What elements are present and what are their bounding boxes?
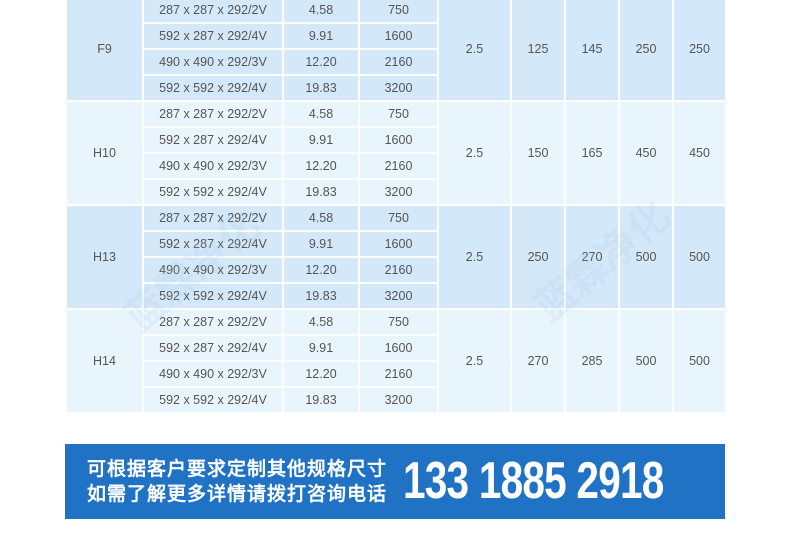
value-cell: 2.5 [437, 308, 512, 414]
value-cell: 125 [510, 0, 566, 102]
value-cell: 2.5 [437, 0, 512, 102]
value-cell: 500 [672, 308, 727, 414]
area-cell: 12.20 [282, 152, 360, 180]
spec-table: F9 287 x 287 x 292/2V 4.58 750 2.5 125 145 250 2… [65, 0, 727, 414]
area-cell: 9.91 [282, 230, 360, 258]
value-cell: 450 [672, 100, 727, 206]
size-cell: 490 x 490 x 292/3V [142, 360, 284, 388]
area-cell: 4.58 [282, 100, 360, 128]
size-cell: 592 x 592 x 292/4V [142, 282, 284, 310]
area-cell: 19.83 [282, 178, 360, 206]
table-row: 592 x 287 x 292/4V 9.91 1600 [66, 126, 726, 154]
flow-cell: 750 [358, 204, 439, 232]
value-cell: 500 [618, 308, 674, 414]
area-cell: 12.20 [282, 360, 360, 388]
table-row: 592 x 592 x 292/4V 19.83 3200 [66, 282, 726, 310]
flow-cell: 2160 [358, 152, 439, 180]
size-cell: 287 x 287 x 292/2V [142, 100, 284, 128]
table-row: 592 x 592 x 292/4V 19.83 3200 [66, 386, 726, 414]
size-cell: 490 x 490 x 292/3V [142, 152, 284, 180]
table-row: 592 x 287 x 292/4V 9.91 1600 [66, 334, 726, 362]
size-cell: 490 x 490 x 292/3V [142, 48, 284, 76]
grade-cell: H14 [65, 308, 144, 414]
area-cell: 9.91 [282, 126, 360, 154]
table-row: 592 x 592 x 292/4V 19.83 3200 [66, 178, 726, 206]
size-cell: 287 x 287 x 292/2V [142, 204, 284, 232]
table-row: H13 287 x 287 x 292/2V 4.58 750 2.5 250 270 500… [65, 204, 727, 310]
flow-cell: 3200 [358, 178, 439, 206]
table-row: 490 x 490 x 292/3V 12.20 2160 [66, 256, 726, 284]
size-cell: 287 x 287 x 292/2V [142, 0, 284, 24]
value-cell: 250 [510, 204, 566, 310]
area-cell: 19.83 [282, 386, 360, 414]
area-cell: 19.83 [282, 74, 360, 102]
area-cell: 4.58 [282, 308, 360, 336]
table-row: H14 287 x 287 x 292/2V 4.58 750 2.5 270 285 500… [65, 308, 727, 414]
table-row: 490 x 490 x 292/3V 12.20 2160 [66, 360, 726, 388]
contact-banner: 可根据客户要求定制其他规格尺寸 如需了解更多详情请拨打咨询电话 133 1885… [65, 444, 725, 519]
banner-text: 可根据客户要求定制其他规格尺寸 如需了解更多详情请拨打咨询电话 [87, 457, 387, 507]
flow-cell: 1600 [358, 230, 439, 258]
area-cell: 12.20 [282, 256, 360, 284]
size-cell: 287 x 287 x 292/2V [142, 308, 284, 336]
table-row: 592 x 592 x 292/4V 19.83 3200 [66, 74, 726, 102]
flow-cell: 3200 [358, 282, 439, 310]
banner-line-2: 如需了解更多详情请拨打咨询电话 [87, 483, 388, 505]
flow-cell: 750 [358, 308, 439, 336]
area-cell: 19.83 [282, 282, 360, 310]
flow-cell: 750 [358, 100, 439, 128]
grade-cell: F9 [65, 0, 144, 102]
table-row: 592 x 287 x 292/4V 9.91 1600 [66, 230, 726, 258]
size-cell: 490 x 490 x 292/3V [142, 256, 284, 284]
table-row: F9 287 x 287 x 292/2V 4.58 750 2.5 125 145 250 2… [65, 0, 727, 102]
value-cell: 2.5 [437, 204, 512, 310]
value-cell: 285 [564, 308, 620, 414]
size-cell: 592 x 592 x 292/4V [142, 178, 284, 206]
table-row: 490 x 490 x 292/3V 12.20 2160 [66, 48, 726, 76]
flow-cell: 2160 [358, 360, 439, 388]
flow-cell: 1600 [358, 334, 439, 362]
value-cell: 270 [564, 204, 620, 310]
value-cell: 2.5 [437, 100, 512, 206]
flow-cell: 3200 [358, 74, 439, 102]
flow-cell: 2160 [358, 48, 439, 76]
value-cell: 250 [672, 0, 727, 102]
value-cell: 165 [564, 100, 620, 206]
grade-cell: H10 [65, 100, 144, 206]
banner-line-1: 可根据客户要求定制其他规格尺寸 [87, 458, 388, 480]
flow-cell: 750 [358, 0, 439, 24]
area-cell: 4.58 [282, 204, 360, 232]
value-cell: 450 [618, 100, 674, 206]
area-cell: 12.20 [282, 48, 360, 76]
area-cell: 9.91 [282, 334, 360, 362]
area-cell: 9.91 [282, 22, 360, 50]
phone-number[interactable]: 133 1885 2918 [403, 452, 664, 510]
value-cell: 145 [564, 0, 620, 102]
size-cell: 592 x 287 x 292/4V [142, 126, 284, 154]
flow-cell: 2160 [358, 256, 439, 284]
table-row: 592 x 287 x 292/4V 9.91 1600 [66, 22, 726, 50]
size-cell: 592 x 287 x 292/4V [142, 22, 284, 50]
value-cell: 500 [672, 204, 727, 310]
value-cell: 500 [618, 204, 674, 310]
table-row: 490 x 490 x 292/3V 12.20 2160 [66, 152, 726, 180]
size-cell: 592 x 287 x 292/4V [142, 230, 284, 258]
flow-cell: 1600 [358, 22, 439, 50]
size-cell: 592 x 287 x 292/4V [142, 334, 284, 362]
flow-cell: 1600 [358, 126, 439, 154]
size-cell: 592 x 592 x 292/4V [142, 386, 284, 414]
table-row: H10 287 x 287 x 292/2V 4.58 750 2.5 150 165 450… [65, 100, 727, 206]
value-cell: 270 [510, 308, 566, 414]
grade-cell: H13 [65, 204, 144, 310]
size-cell: 592 x 592 x 292/4V [142, 74, 284, 102]
value-cell: 250 [618, 0, 674, 102]
area-cell: 4.58 [282, 0, 360, 24]
value-cell: 150 [510, 100, 566, 206]
flow-cell: 3200 [358, 386, 439, 414]
